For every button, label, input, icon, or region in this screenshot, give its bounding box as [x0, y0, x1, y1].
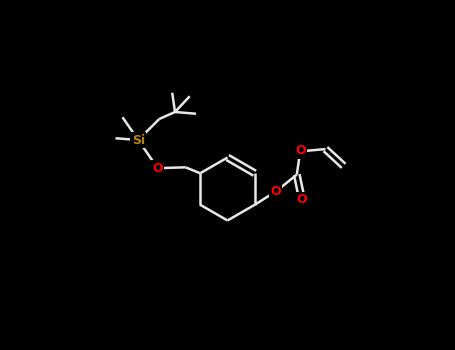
- Text: O: O: [152, 161, 163, 175]
- Text: O: O: [297, 193, 307, 206]
- Text: O: O: [295, 144, 306, 158]
- Text: Si: Si: [131, 133, 145, 147]
- Text: O: O: [270, 185, 281, 198]
